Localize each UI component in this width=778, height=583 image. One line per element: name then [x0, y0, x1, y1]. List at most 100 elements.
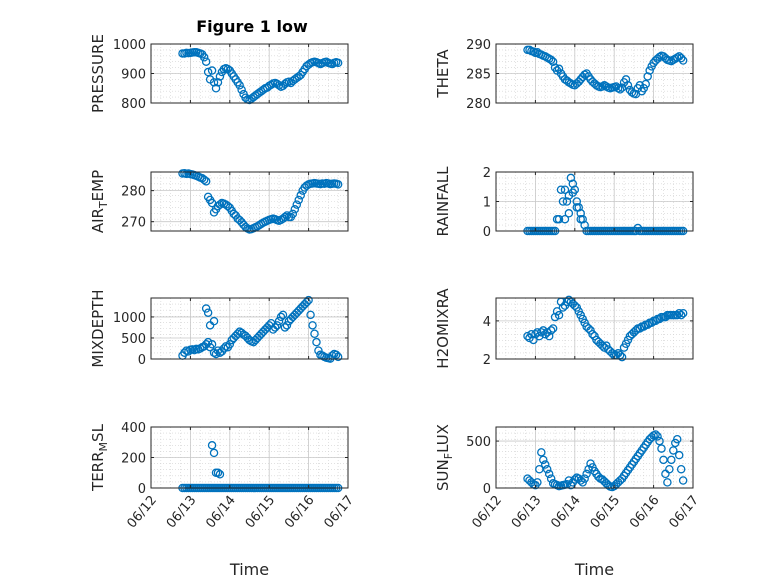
data-point — [562, 197, 572, 206]
subplot-theta: 280 285 290 THETA — [434, 38, 694, 112]
data-point — [643, 320, 652, 329]
data-point — [209, 316, 219, 326]
data-point — [659, 455, 668, 465]
data-point — [207, 66, 217, 75]
data-point — [529, 335, 538, 345]
data-point — [651, 430, 660, 439]
data-point — [282, 321, 292, 330]
data-point — [213, 468, 223, 477]
y-tick-label: 800 — [121, 97, 146, 112]
y-tick-label: 290 — [466, 38, 491, 53]
data-point — [331, 350, 341, 360]
data-point — [621, 75, 631, 84]
data-point — [209, 78, 219, 87]
y-tick-label: 285 — [466, 68, 491, 83]
data-point — [544, 469, 554, 479]
data-point — [333, 352, 343, 362]
y-tick-label: 0 — [138, 353, 146, 368]
data-point — [310, 329, 319, 339]
data-point — [201, 304, 211, 313]
data-point — [290, 205, 300, 214]
data-point — [280, 212, 290, 222]
data-point — [554, 214, 564, 224]
data-point — [584, 464, 593, 474]
data-point — [533, 478, 542, 487]
x-axis-label: Time — [229, 560, 269, 579]
data-point — [333, 58, 343, 68]
data-point — [272, 321, 282, 330]
data-point — [558, 197, 568, 206]
data-point — [647, 318, 656, 328]
data-point — [306, 310, 315, 320]
data-point — [641, 79, 650, 89]
data-point — [564, 476, 574, 485]
subplot-mixdepth: 0 500 1000 MIXDEPTH — [89, 289, 349, 368]
data-point — [274, 316, 284, 326]
y-axis-label: THETA — [434, 49, 452, 99]
data-point — [213, 346, 223, 355]
data-point — [278, 310, 288, 320]
data-point — [568, 188, 578, 197]
data-point — [572, 203, 582, 212]
y-tick-label: 1000 — [113, 38, 146, 53]
data-point — [592, 81, 601, 90]
data-point — [676, 310, 686, 320]
data-point — [535, 464, 544, 474]
y-tick-label: 2 — [483, 166, 491, 181]
data-point — [607, 349, 617, 358]
data-point — [657, 444, 666, 453]
data-point — [225, 340, 235, 349]
data-point — [546, 55, 556, 65]
y-tick-label: 2 — [483, 353, 491, 368]
data-point — [560, 185, 570, 194]
data-point — [215, 200, 225, 209]
data-point — [201, 57, 211, 66]
data-point — [546, 326, 556, 335]
data-point — [643, 72, 652, 81]
data-point — [564, 209, 574, 218]
data-point — [539, 455, 548, 465]
data-point — [199, 53, 209, 62]
data-point — [598, 341, 607, 350]
data-point — [541, 329, 550, 339]
y-tick-label: 500 — [466, 435, 491, 450]
data-point — [672, 434, 682, 444]
data-point — [304, 295, 313, 305]
data-point — [570, 301, 580, 310]
data-point — [541, 460, 550, 469]
y-tick-label: 400 — [121, 421, 146, 436]
data-point — [674, 308, 684, 318]
data-point — [678, 56, 688, 65]
data-point — [280, 323, 290, 332]
data-point — [651, 316, 660, 326]
data-point — [288, 209, 298, 219]
data-point — [312, 337, 321, 347]
y-tick-label: 0 — [483, 225, 491, 240]
data-point — [199, 175, 209, 185]
data-point — [203, 308, 213, 317]
data-point — [544, 331, 554, 341]
data-point — [207, 340, 217, 349]
data-point — [631, 326, 641, 335]
data-point — [302, 297, 311, 307]
data-point — [667, 455, 676, 465]
y-tick-label: 270 — [121, 216, 146, 231]
data-point — [635, 324, 645, 333]
data-point — [215, 72, 225, 81]
data-point — [201, 177, 211, 186]
data-point — [190, 345, 199, 355]
data-point — [523, 331, 532, 341]
y-tick-label: 0 — [138, 482, 146, 497]
y-tick-label: 0 — [483, 482, 491, 497]
data-point — [270, 323, 280, 332]
data-point — [554, 310, 564, 320]
figure-title: Figure 1 low — [196, 17, 308, 36]
data-point — [655, 314, 664, 324]
data-point — [576, 214, 585, 224]
y-tick-label: 280 — [121, 185, 146, 200]
data-point — [566, 173, 576, 183]
y-axis-label: SUNFLUX — [434, 424, 455, 491]
y-axis-label: TERRMSL — [89, 423, 110, 492]
data-point — [572, 197, 582, 206]
data-point — [546, 474, 556, 483]
